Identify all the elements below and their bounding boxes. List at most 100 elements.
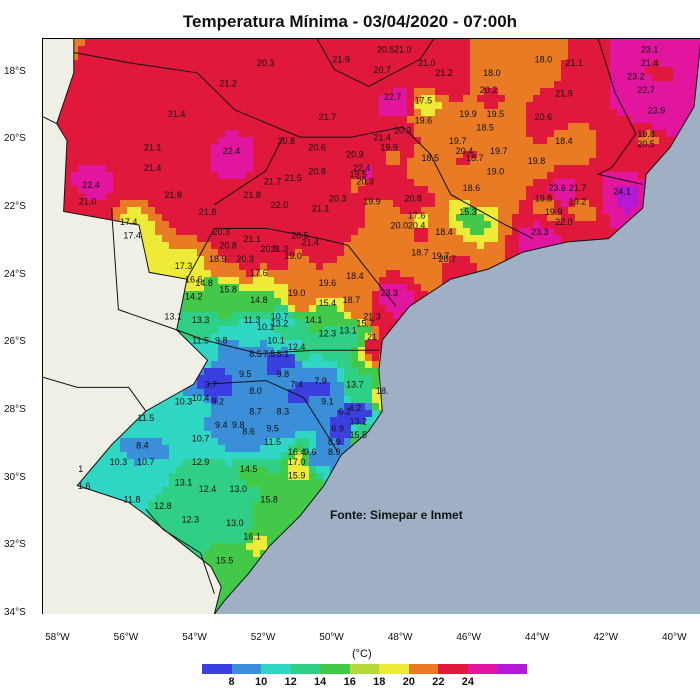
colorbar-swatch [467, 664, 498, 674]
state-borders [43, 39, 700, 614]
station-value: 21.4 [144, 163, 162, 173]
station-value: 12.9 [192, 457, 210, 467]
station-value: 15.7 [356, 319, 374, 329]
station-value: 6.2 [338, 406, 351, 416]
station-value: 22.7 [637, 85, 655, 95]
station-value: 5.1 [277, 349, 290, 359]
station-value: 13.1 [175, 478, 193, 488]
station-value: 10.3 [175, 396, 193, 406]
colorbar-tick-label: 8 [228, 676, 235, 688]
station-value: 21.1 [144, 143, 162, 153]
colorbar-tick-label: 16 [343, 676, 356, 688]
colorbar-swatch [290, 664, 321, 674]
station-value: 13.0 [230, 484, 248, 494]
station-value: 11.5 [137, 413, 154, 423]
station-value: 20.7 [374, 65, 392, 75]
latitude-tick-label: 26°S [4, 336, 26, 348]
station-value: 12.4 [199, 484, 217, 494]
station-value: 16.6 [185, 275, 203, 285]
station-value: 21.3 [271, 244, 289, 254]
station-value: 20.3 [329, 193, 347, 203]
station-value: 17.6 [408, 210, 426, 220]
station-value: 21.2 [435, 68, 453, 78]
station-value: 21.0 [79, 197, 97, 207]
station-value: 8.7 [249, 406, 262, 416]
latitude-tick-label: 32°S [4, 539, 26, 551]
station-value: 20.8 [278, 136, 296, 146]
station-value: 8.6 [242, 427, 255, 437]
station-value: 22.0 [555, 217, 573, 227]
station-value: 18.7 [411, 248, 429, 258]
station-value: 21.4 [168, 109, 186, 119]
longitude-tick-label: 58°W [45, 632, 70, 643]
colorbar-swatch [379, 664, 409, 674]
station-value: 12.4 [288, 342, 306, 352]
station-value: 18.7 [343, 295, 361, 305]
station-value: 17.0 [288, 457, 306, 467]
station-value: 20.7 [439, 254, 457, 264]
station-value: 18.5 [476, 122, 494, 132]
station-value: 20.5 [377, 45, 395, 55]
station-value: 23.2 [627, 72, 645, 82]
station-value: 13.2 [271, 319, 289, 329]
station-value: 11.3 [244, 315, 261, 325]
latitude-tick-label: 18°S [4, 65, 26, 77]
temperature-map: 20.5 21.021.020.3 21.920.7 21.2 18.018.0 21.1… [43, 39, 700, 614]
latitude-tick-label: 24°S [4, 268, 26, 280]
station-value: 23.1 [641, 45, 659, 55]
station-value: 18.0 [535, 55, 553, 65]
station-value: 11.5 [192, 335, 209, 345]
station-value: 12.8 [154, 501, 172, 511]
longitude-tick-label: 44°W [524, 632, 550, 643]
colorbar-tick-label: 10 [254, 676, 268, 688]
latitude-tick-label: 20°S [4, 133, 26, 145]
station-value: 18. [376, 386, 389, 396]
station-value: 19.0 [288, 288, 306, 298]
station-value: 20.2 [480, 85, 498, 95]
colorbar [202, 664, 528, 674]
station-value: 10.3 [110, 457, 128, 467]
station-value: 22.7 [384, 92, 402, 102]
station-value: 21.8 [199, 207, 217, 217]
station-value: 9.5 [266, 423, 279, 433]
station-value: 10.4 [192, 393, 210, 403]
colorbar-tick-label: 22 [432, 676, 445, 688]
station-value: 18.7 [466, 153, 484, 163]
station-value: 21.7 [319, 112, 337, 122]
station-value: 24.1 [613, 187, 631, 197]
station-value: 17.5 [415, 95, 433, 105]
station-value: 21.0 [394, 45, 412, 55]
station-value: 19.0 [284, 251, 302, 261]
station-value: 19.8 [535, 193, 553, 203]
station-value: 6.9 [331, 423, 344, 433]
station-value: 18.9 [209, 254, 227, 264]
station-value: 9.5 [239, 369, 252, 379]
station-value: 21.4 [302, 237, 320, 247]
longitude-tick-label: 40°W [662, 632, 687, 643]
station-value: 21.3 [363, 312, 381, 322]
station-value: 21.2 [219, 78, 237, 88]
station-value: 21.7 [569, 183, 587, 193]
station-value: 18.5 [422, 153, 440, 163]
station-value: 20.4 [408, 220, 426, 230]
longitude-tick-label: 56°W [113, 632, 139, 643]
station-value: 21.1 [243, 234, 261, 244]
station-value: 21.7 [264, 176, 282, 186]
station-value: 21.8 [164, 190, 182, 200]
station-value: 1 [78, 464, 83, 474]
station-value: 17.4 [123, 231, 141, 241]
station-value: 19.7 [449, 136, 467, 146]
station-value: 20.4 [456, 146, 474, 156]
station-value: 18.6 [463, 183, 481, 193]
station-value: 21.9 [332, 55, 350, 65]
source-note: Fonte: Simepar e Inmet [330, 508, 463, 522]
station-value: 21.9 [555, 89, 573, 99]
station-value: 21 [367, 332, 377, 342]
station-value: 10.1 [257, 322, 275, 332]
colorbar-swatch [408, 664, 439, 674]
station-value: 23.6 [548, 183, 566, 193]
station-value: 15.5 [350, 430, 368, 440]
station-value: 15.3 [459, 207, 477, 217]
station-value: 20.3 [212, 227, 230, 237]
station-value: 18.4 [555, 136, 573, 146]
